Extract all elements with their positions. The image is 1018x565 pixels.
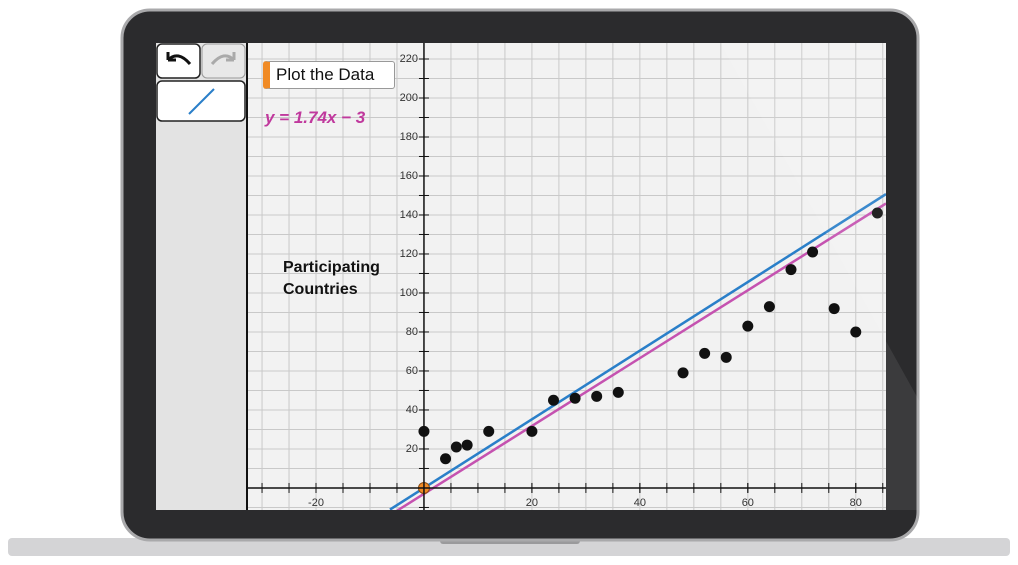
plot-data-button[interactable]: Plot the Data bbox=[263, 61, 395, 89]
y-tick-label: 220 bbox=[400, 53, 418, 65]
data-point bbox=[850, 326, 861, 337]
data-point bbox=[742, 321, 753, 332]
undo-button[interactable] bbox=[157, 44, 200, 78]
data-point bbox=[548, 395, 559, 406]
data-point bbox=[699, 348, 710, 359]
y-tick-label: 80 bbox=[406, 326, 418, 338]
x-tick-label: 20 bbox=[526, 497, 538, 509]
y-axis-label: Participating Countries bbox=[283, 257, 393, 301]
data-point bbox=[829, 303, 840, 314]
data-point bbox=[721, 352, 732, 363]
data-point bbox=[613, 387, 624, 398]
y-tick-label: 160 bbox=[400, 170, 418, 182]
data-point bbox=[678, 367, 689, 378]
data-point bbox=[807, 247, 818, 258]
data-point bbox=[462, 440, 473, 451]
data-point bbox=[764, 301, 775, 312]
data-point bbox=[591, 391, 602, 402]
data-point bbox=[483, 426, 494, 437]
data-point bbox=[440, 453, 451, 464]
data-point bbox=[570, 393, 581, 404]
x-tick-label: 40 bbox=[634, 497, 646, 509]
y-tick-label: 40 bbox=[406, 404, 418, 416]
y-tick-label: 100 bbox=[400, 287, 418, 299]
y-tick-label: 200 bbox=[400, 92, 418, 104]
y-tick-label: 140 bbox=[400, 209, 418, 221]
data-point bbox=[526, 426, 537, 437]
y-tick-label: 60 bbox=[406, 365, 418, 377]
x-tick-label: 60 bbox=[742, 497, 754, 509]
page: {"ui": {"button": "Plot the Data", "equa… bbox=[0, 0, 1018, 565]
data-point bbox=[786, 264, 797, 275]
data-point bbox=[451, 442, 462, 453]
redo-button[interactable] bbox=[202, 44, 245, 78]
y-tick-label: 20 bbox=[406, 443, 418, 455]
x-tick-label: 80 bbox=[850, 497, 862, 509]
x-tick-label: -20 bbox=[308, 497, 324, 509]
y-tick-label: 120 bbox=[400, 248, 418, 260]
laptop: -20 20 40 60 80 20 40 60 80 100 120 140 160 180 200 220 bbox=[0, 0, 1018, 565]
equation: y = 1.74x − 3 bbox=[265, 108, 365, 128]
y-tick-label: 180 bbox=[400, 131, 418, 143]
